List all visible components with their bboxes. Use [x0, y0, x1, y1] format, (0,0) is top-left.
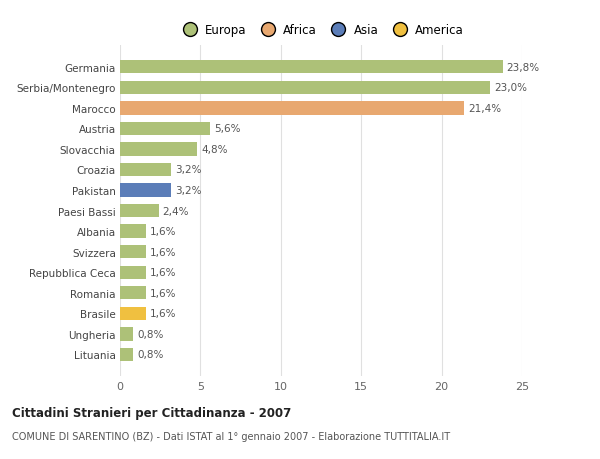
- Bar: [120, 328, 133, 341]
- Bar: [120, 81, 490, 95]
- Text: 21,4%: 21,4%: [468, 104, 501, 113]
- Bar: [120, 348, 133, 361]
- Text: 5,6%: 5,6%: [214, 124, 241, 134]
- Text: 1,6%: 1,6%: [150, 268, 176, 278]
- Bar: [120, 61, 503, 74]
- Text: 2,4%: 2,4%: [163, 206, 189, 216]
- Text: 23,0%: 23,0%: [494, 83, 527, 93]
- Bar: [120, 266, 146, 280]
- Text: 3,2%: 3,2%: [175, 165, 202, 175]
- Bar: [120, 225, 146, 238]
- Text: 1,6%: 1,6%: [150, 247, 176, 257]
- Text: 1,6%: 1,6%: [150, 309, 176, 319]
- Text: 1,6%: 1,6%: [150, 227, 176, 237]
- Bar: [120, 143, 197, 156]
- Bar: [120, 123, 210, 136]
- Text: 0,8%: 0,8%: [137, 350, 163, 360]
- Bar: [120, 246, 146, 259]
- Bar: [120, 307, 146, 320]
- Bar: [120, 286, 146, 300]
- Text: COMUNE DI SARENTINO (BZ) - Dati ISTAT al 1° gennaio 2007 - Elaborazione TUTTITAL: COMUNE DI SARENTINO (BZ) - Dati ISTAT al…: [12, 431, 450, 442]
- Text: Cittadini Stranieri per Cittadinanza - 2007: Cittadini Stranieri per Cittadinanza - 2…: [12, 406, 291, 419]
- Bar: [120, 163, 172, 177]
- Text: 4,8%: 4,8%: [201, 145, 228, 155]
- Text: 0,8%: 0,8%: [137, 329, 163, 339]
- Text: 23,8%: 23,8%: [507, 62, 540, 73]
- Text: 3,2%: 3,2%: [175, 185, 202, 196]
- Bar: [120, 184, 172, 197]
- Bar: [120, 102, 464, 115]
- Text: 1,6%: 1,6%: [150, 288, 176, 298]
- Bar: [120, 204, 158, 218]
- Legend: Europa, Africa, Asia, America: Europa, Africa, Asia, America: [178, 24, 464, 37]
